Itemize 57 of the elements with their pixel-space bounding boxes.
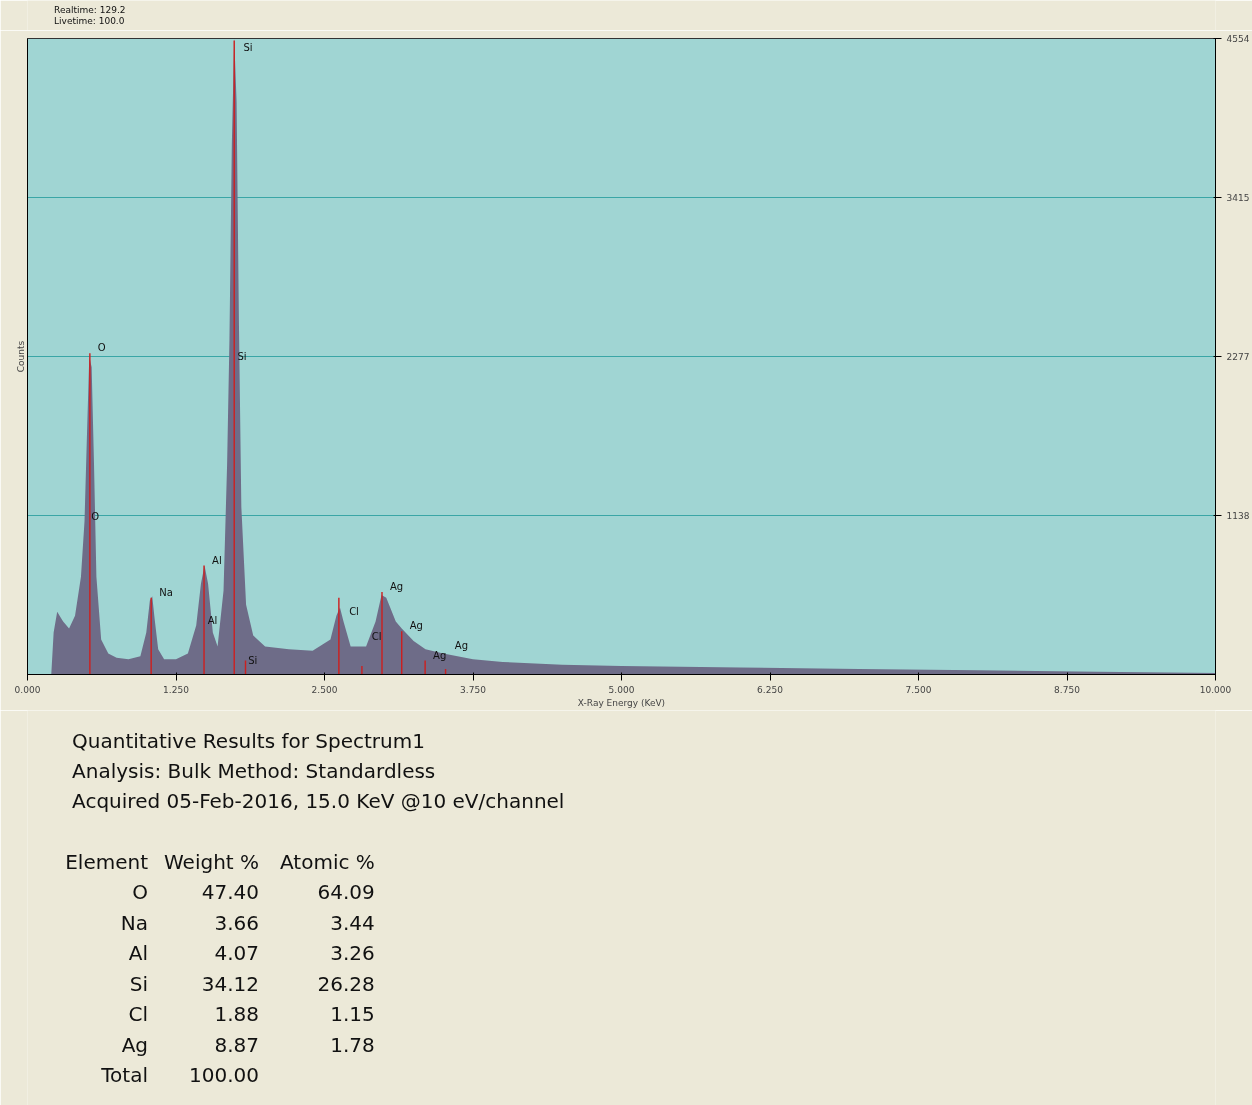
text: 64.09 [317, 880, 375, 904]
x-tick-label: 3.750 [460, 684, 487, 695]
y-axis-title: Counts [15, 340, 26, 373]
text: Na [120, 910, 149, 935]
text: Realtime: 129.2 [54, 4, 126, 15]
text: Al [128, 941, 149, 965]
annotation: O [97, 342, 106, 354]
y-tick-label: 2277 [1226, 352, 1250, 362]
y-tick-label: 3415 [1226, 193, 1250, 204]
y-tick-label: 1138 [1226, 511, 1250, 522]
text: Ag [121, 1032, 149, 1057]
text: 47.40 [201, 880, 260, 904]
text: Weight % [163, 849, 260, 874]
x-axis-title: X-Ray Energy (KeV) [577, 697, 666, 708]
text: 1.15 [330, 1002, 375, 1026]
text: 8.87 [214, 1032, 260, 1057]
text: 4.07 [214, 941, 260, 965]
text: 3.44 [330, 910, 375, 935]
text: Acquired 05-Feb-2016, 15.0 KeV @10 eV/channel [72, 788, 565, 813]
text: 3.26 [330, 941, 375, 965]
text: Atomic % [279, 849, 375, 874]
text: O [132, 880, 149, 904]
text: 3.66 [214, 910, 260, 935]
text: 100.00 [189, 1063, 260, 1087]
x-tick-label: 10.000 [1199, 684, 1232, 695]
x-tick-label: 0.000 [14, 684, 41, 695]
text: Total [100, 1063, 149, 1087]
annotation: Al [212, 554, 222, 566]
annotation: Si [243, 42, 253, 54]
y-tick-label: 4554 [1226, 34, 1250, 44]
text: 1.88 [214, 1002, 260, 1026]
annotation: Cl [349, 605, 359, 617]
x-tick-label: 6.250 [757, 684, 784, 695]
annotation: Cl [371, 631, 382, 643]
text: 26.28 [317, 971, 375, 996]
text: Element [65, 849, 149, 874]
text: Livetime: 100.0 [54, 15, 125, 26]
text: Quantitative Results for Spectrum1 [72, 728, 425, 753]
annotation: Ag [454, 639, 469, 651]
text: Cl [128, 1002, 149, 1026]
x-tick-label: 2.500 [311, 684, 338, 695]
x-tick-label: 5.000 [608, 684, 635, 695]
text: 1.78 [330, 1032, 375, 1057]
annotation: Ag [409, 620, 423, 632]
x-tick-label: 1.250 [163, 684, 190, 695]
annotation: Ag [390, 581, 404, 593]
text: Si [129, 971, 149, 996]
annotation: Ag [433, 649, 447, 661]
x-tick-label: 7.500 [905, 684, 932, 695]
annotation: Si [248, 655, 258, 667]
text: Analysis: Bulk Method: Standardless [72, 758, 436, 783]
annotation: O [91, 511, 100, 523]
annotation: Na [159, 586, 173, 598]
text: 34.12 [201, 971, 260, 996]
x-tick-label: 8.750 [1054, 684, 1081, 695]
annotation: Si [237, 350, 247, 362]
annotation: Al [207, 615, 218, 627]
